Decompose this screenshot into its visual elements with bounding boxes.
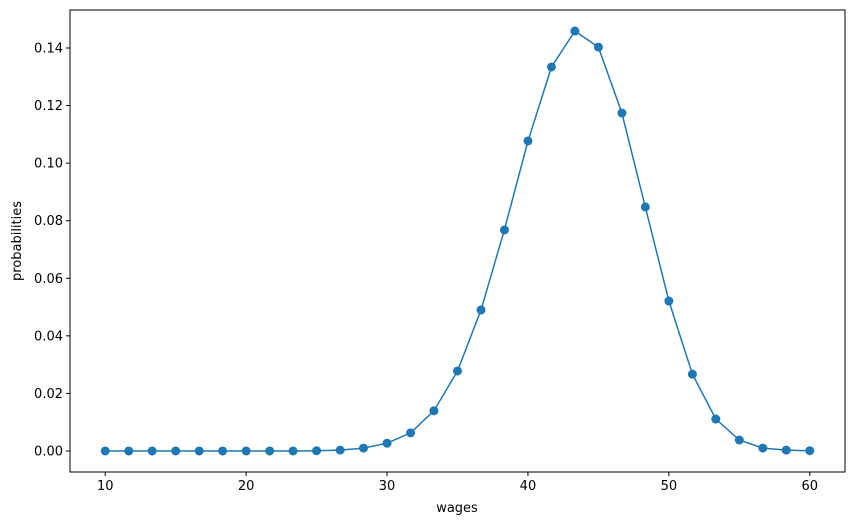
axes-frame [69, 9, 846, 473]
data-point [265, 446, 275, 456]
x-tick-label: 20 [238, 479, 255, 494]
y-tick-label: 0.04 [34, 329, 63, 344]
y-tick-label: 0.08 [34, 214, 63, 229]
data-point [617, 108, 627, 118]
data-point [805, 446, 815, 456]
data-point [335, 445, 345, 455]
data-point [687, 369, 697, 379]
data-point [406, 428, 416, 438]
x-axis-label: wages [436, 501, 478, 516]
data-point [100, 446, 110, 456]
x-tick-label: 60 [801, 479, 818, 494]
plot-area [100, 26, 815, 456]
data-point [593, 42, 603, 52]
data-point [382, 438, 392, 448]
data-point [711, 414, 721, 424]
data-point [664, 296, 674, 306]
data-point [194, 446, 204, 456]
y-axis-label: probabilities [10, 201, 25, 281]
data-point [546, 62, 556, 72]
data-point [781, 445, 791, 455]
data-point [171, 446, 181, 456]
x-tick-label: 40 [520, 479, 537, 494]
data-point [453, 366, 462, 376]
x-tick-label: 50 [661, 479, 678, 494]
data-point [758, 443, 768, 453]
series-line [105, 29, 810, 452]
y-tick-label: 0.14 [34, 41, 63, 56]
y-tick-label: 0.06 [34, 272, 63, 287]
y-tick-label: 0.12 [34, 99, 63, 114]
data-point [476, 305, 486, 315]
x-axis: 10 20 30 40 50 60 [97, 472, 818, 494]
x-tick-label: 30 [379, 479, 396, 494]
data-point [499, 225, 509, 235]
y-tick-label: 0.00 [34, 444, 63, 459]
data-point [312, 446, 322, 456]
data-point [147, 446, 157, 456]
data-point [429, 406, 439, 416]
data-point [570, 26, 580, 36]
data-point [218, 446, 228, 456]
data-point [640, 202, 650, 212]
data-point [523, 136, 533, 146]
data-point [124, 446, 134, 456]
y-tick-label: 0.10 [34, 157, 63, 172]
y-tick-label: 0.02 [34, 387, 63, 402]
y-axis: 0.00 0.02 0.04 0.06 0.08 0.10 0.12 0.14 [34, 41, 70, 459]
data-point [288, 446, 298, 456]
data-point [359, 443, 369, 453]
data-point [734, 435, 744, 445]
data-point [241, 446, 251, 456]
x-tick-label: 10 [97, 479, 114, 494]
